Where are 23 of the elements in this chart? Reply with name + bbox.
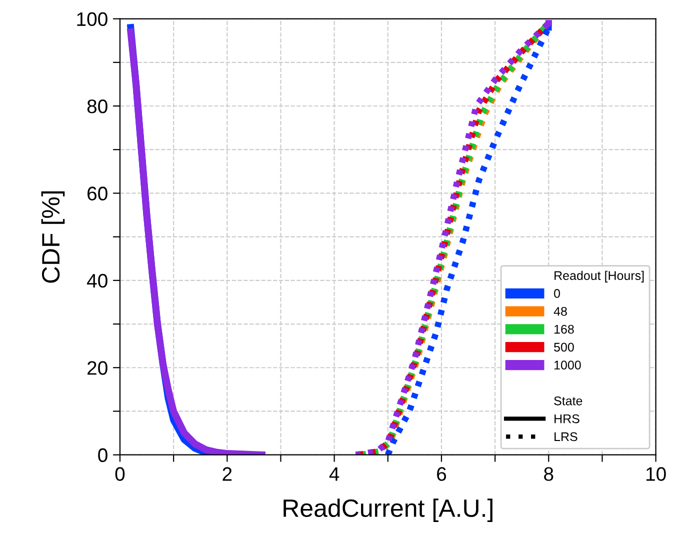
x-tick-label: 4 bbox=[329, 467, 340, 481]
annotation: State bbox=[554, 396, 582, 406]
x-tick-label: 8 bbox=[544, 467, 554, 481]
x-axis-title: ReadCurrent [A.U.] bbox=[284, 498, 492, 522]
y-tick-label: 20 bbox=[88, 361, 108, 375]
legend-label: 168 bbox=[554, 324, 574, 334]
legend-title: Readout [Hours] bbox=[554, 270, 644, 282]
legend-label: 0 bbox=[554, 289, 560, 298]
y-tick-label: 60 bbox=[88, 186, 108, 200]
x-tick-label: 10 bbox=[646, 467, 666, 481]
y-tick-label: 0 bbox=[98, 448, 108, 462]
y-axis-title: CDF [%] bbox=[41, 191, 65, 283]
y-tick-label: 40 bbox=[86, 274, 108, 288]
legend-label: 500 bbox=[554, 342, 574, 352]
y-tick-label: 100 bbox=[77, 12, 108, 26]
annotation: HRS bbox=[554, 414, 580, 424]
x-tick-label: 2 bbox=[222, 467, 232, 481]
y-tick-label: 80 bbox=[87, 99, 108, 114]
annotation: LRS bbox=[554, 432, 578, 442]
legend-label: 48 bbox=[554, 306, 567, 316]
x-tick-label: 0 bbox=[115, 467, 125, 481]
legend-label: 1000 bbox=[554, 360, 581, 370]
x-tick-label: 6 bbox=[437, 467, 446, 481]
